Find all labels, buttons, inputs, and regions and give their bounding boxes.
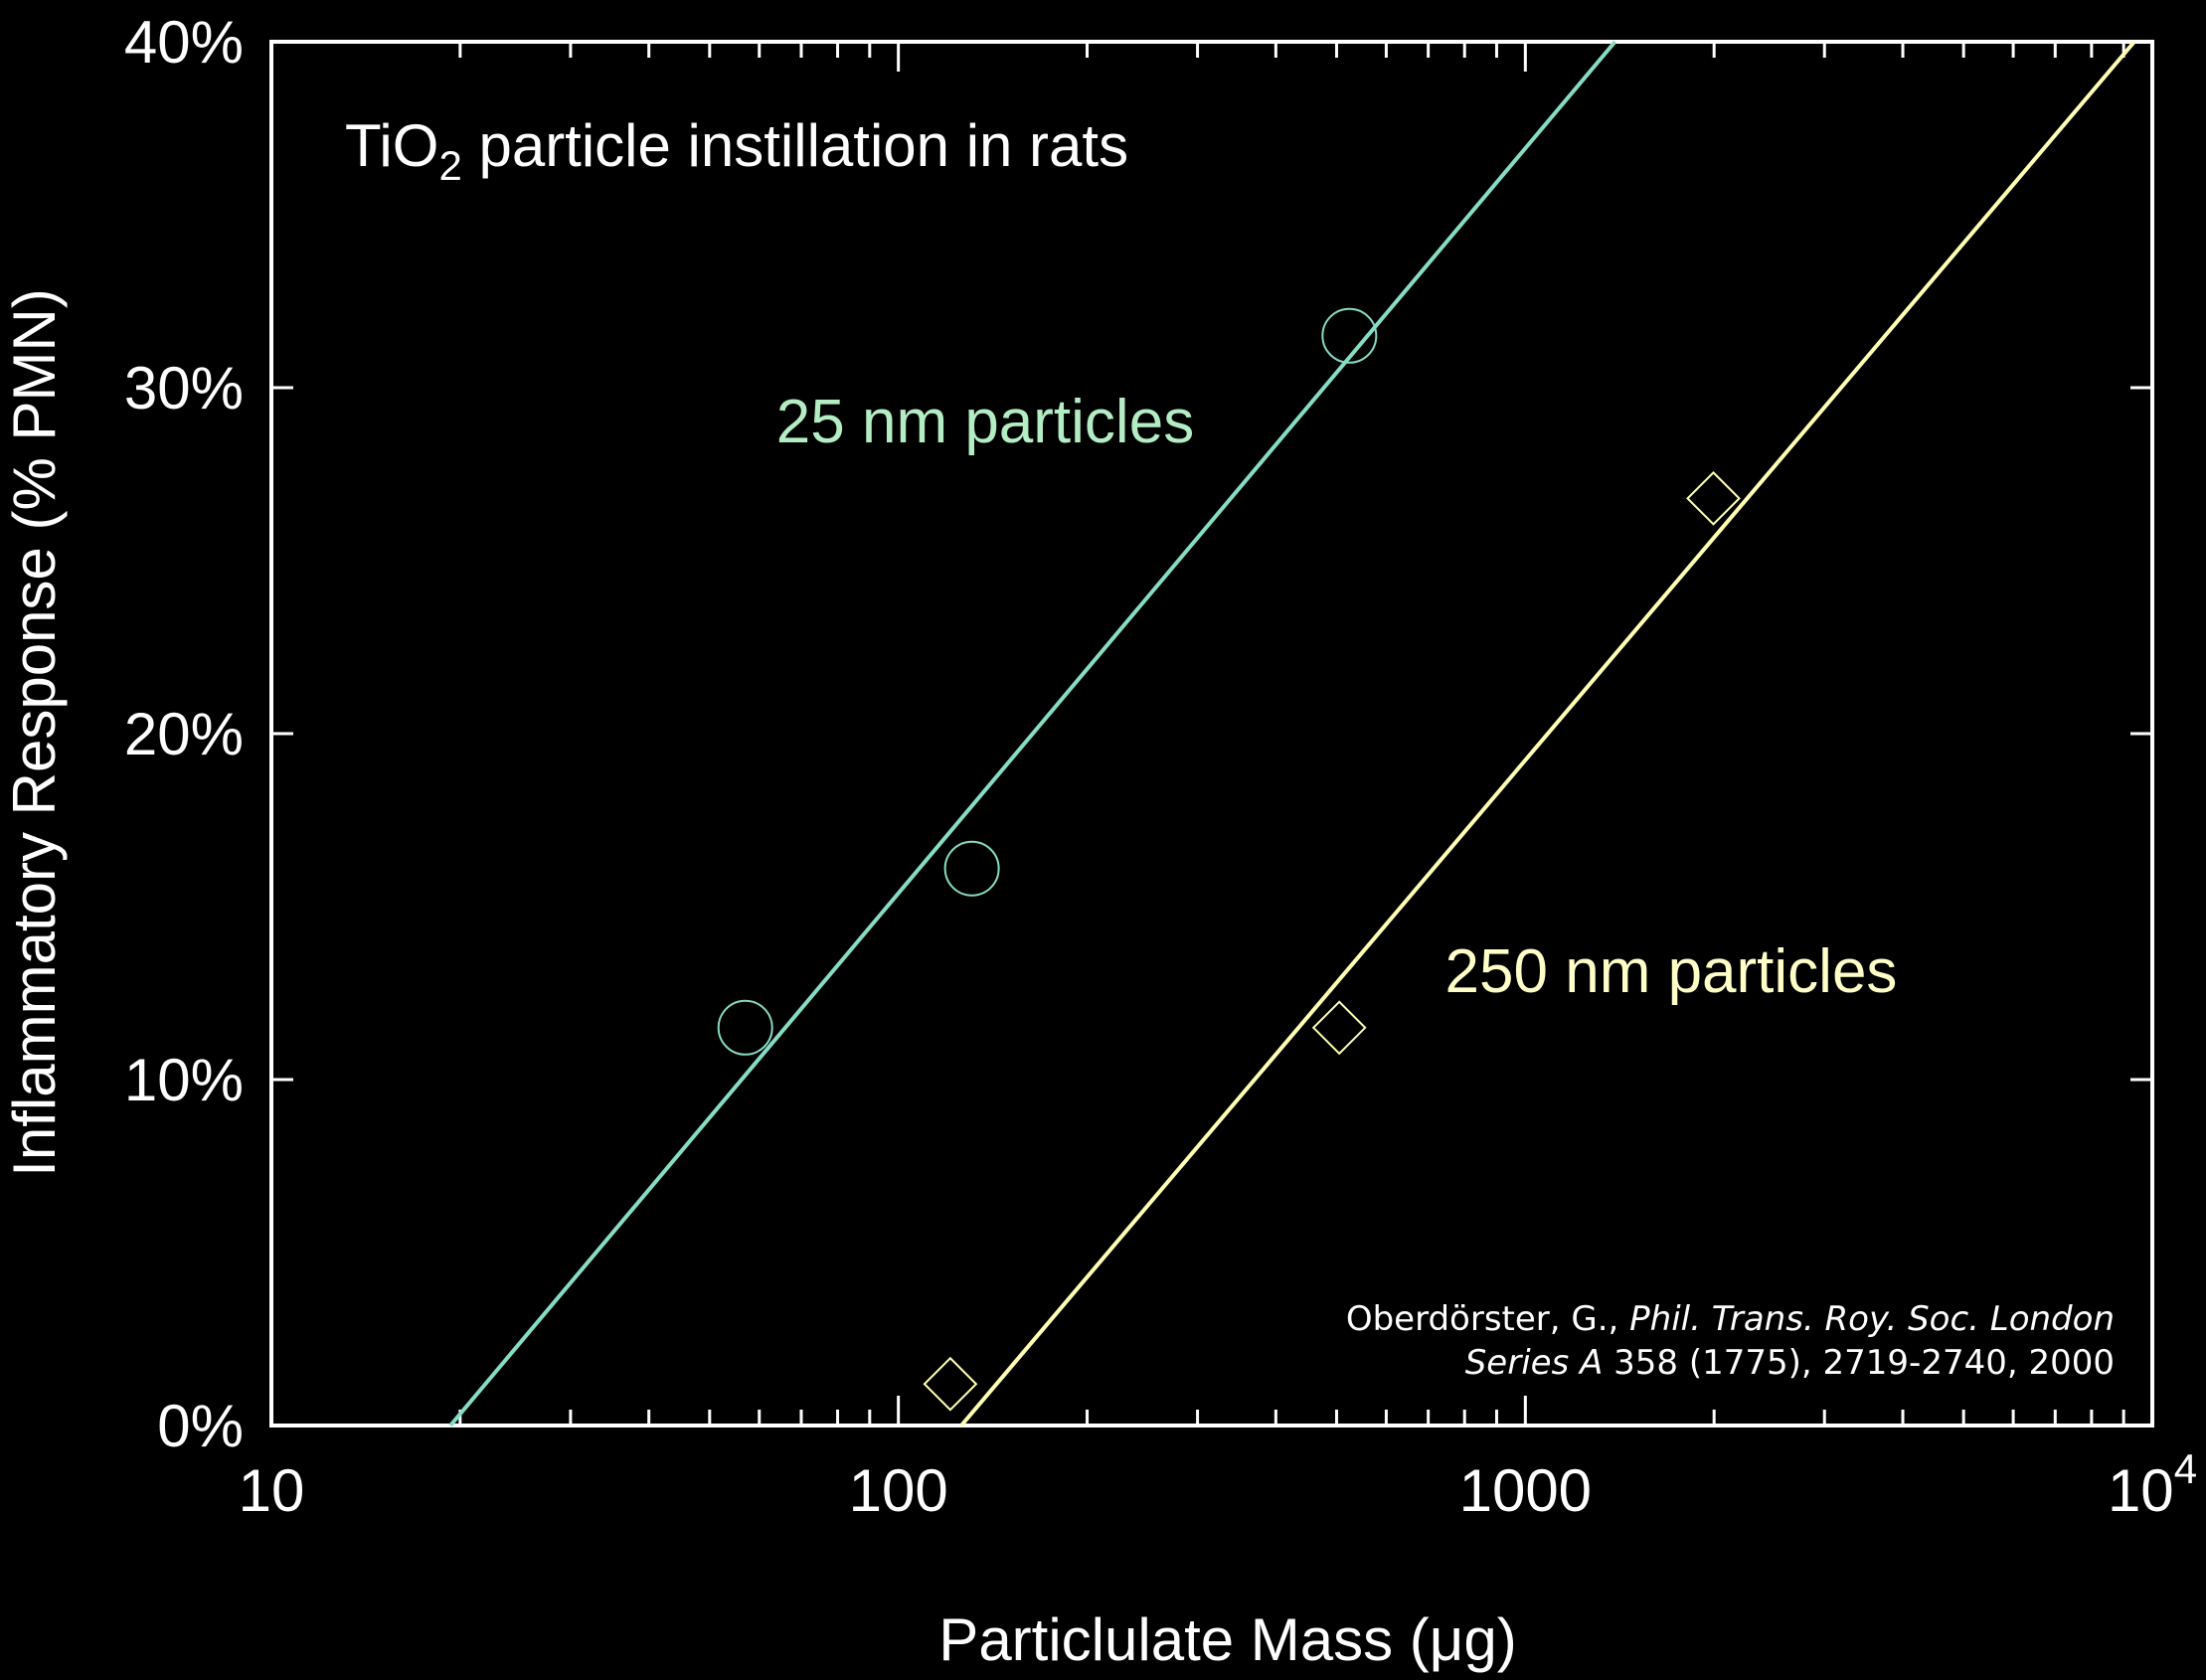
x-tick-label-text: 1000 bbox=[1459, 1457, 1592, 1524]
annotation-subscript: 2 bbox=[438, 142, 461, 189]
annotation-text: particle instillation in rats bbox=[462, 112, 1128, 179]
x-tick-label-text: 10 bbox=[2108, 1457, 2174, 1524]
y-axis-label: Inflammatory Response (% PMN) bbox=[1, 288, 68, 1177]
data-point bbox=[1311, 1000, 1367, 1056]
x-tick-label: 100 bbox=[849, 1457, 948, 1524]
x-tick-label-exponent: 4 bbox=[2174, 1445, 2197, 1492]
series-label: 250 nm particles bbox=[1445, 937, 1898, 1006]
data-point bbox=[923, 1356, 978, 1412]
data-point bbox=[943, 840, 1000, 897]
series-label: 25 nm particles bbox=[776, 388, 1194, 456]
annotation: TiO2 particle instillation in rats bbox=[345, 112, 1128, 189]
data-point bbox=[1321, 307, 1378, 364]
y-tick-label: 0% bbox=[157, 1393, 244, 1459]
data-point bbox=[1686, 470, 1741, 526]
citation-text: 358 (1775), 2719-2740, 2000 bbox=[1603, 1343, 2115, 1383]
x-tick-label: 104 bbox=[2108, 1445, 2197, 1524]
data-point bbox=[717, 999, 773, 1056]
citation-text: Oberdörster, G., bbox=[1346, 1299, 1629, 1339]
x-tick-label: 10 bbox=[239, 1457, 305, 1524]
citation-italic: Phil. Trans. Roy. Soc. London bbox=[1629, 1299, 2115, 1339]
fit-line bbox=[959, 40, 2136, 1428]
citation: Oberdörster, G., Phil. Trans. Roy. Soc. … bbox=[1346, 1299, 2115, 1339]
annotation-text: TiO bbox=[345, 112, 438, 179]
y-tick-label: 10% bbox=[124, 1047, 244, 1113]
x-axis-label: Particlulate Mass (μg) bbox=[938, 1606, 1516, 1673]
y-tick-label: 30% bbox=[124, 355, 244, 421]
y-tick-label: 20% bbox=[124, 701, 244, 767]
x-tick-label: 1000 bbox=[1459, 1457, 1592, 1524]
citation: Series A 358 (1775), 2719-2740, 2000 bbox=[1465, 1343, 2115, 1383]
fit-line bbox=[448, 40, 1617, 1428]
citation-italic: Series A bbox=[1465, 1343, 1604, 1383]
y-tick-label: 40% bbox=[124, 9, 244, 76]
